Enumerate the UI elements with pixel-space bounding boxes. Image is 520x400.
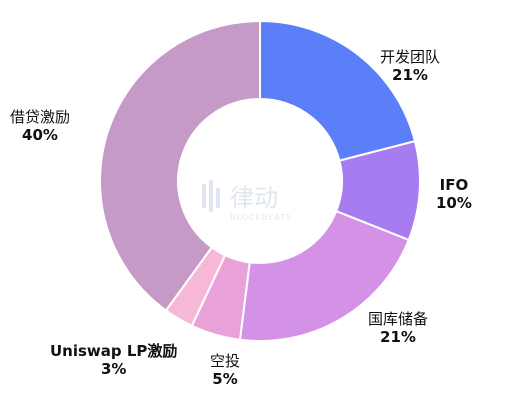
slice-label-lending: 借贷激励 40%	[10, 108, 70, 144]
slice-name: 空投	[210, 352, 241, 370]
slice-label-dev-team: 开发团队 21%	[380, 48, 440, 84]
slice-percent: 40%	[22, 126, 58, 144]
slice-label-uniswap-lp: Uniswap LP激励 3%	[50, 342, 177, 378]
slice-name: 借贷激励	[10, 108, 71, 126]
slice-dev-team	[259, 19, 417, 162]
slice-percent: 10%	[436, 194, 472, 212]
watermark-brand: 律动	[230, 184, 278, 212]
slice-percent: 21%	[380, 328, 416, 346]
slice-name: 开发团队	[380, 48, 441, 66]
slice-label-airdrop: 空投 5%	[210, 352, 240, 388]
watermark-logo: 律动 BLOCKBEATS	[200, 178, 330, 224]
watermark-sub: BLOCKBEATS	[230, 213, 292, 222]
slice-percent: 3%	[100, 360, 127, 378]
slice-name: 国库储备	[368, 310, 429, 328]
slice-label-ifo: IFO 10%	[436, 176, 472, 212]
slice-treasury	[238, 209, 411, 342]
slice-label-treasury: 国库储备 21%	[368, 310, 428, 346]
slice-lending	[99, 19, 261, 312]
slice-percent: 5%	[212, 370, 238, 388]
slice-percent: 21%	[392, 66, 428, 84]
slice-name: Uniswap LP激励	[50, 342, 178, 360]
slice-name: IFO	[439, 176, 469, 194]
